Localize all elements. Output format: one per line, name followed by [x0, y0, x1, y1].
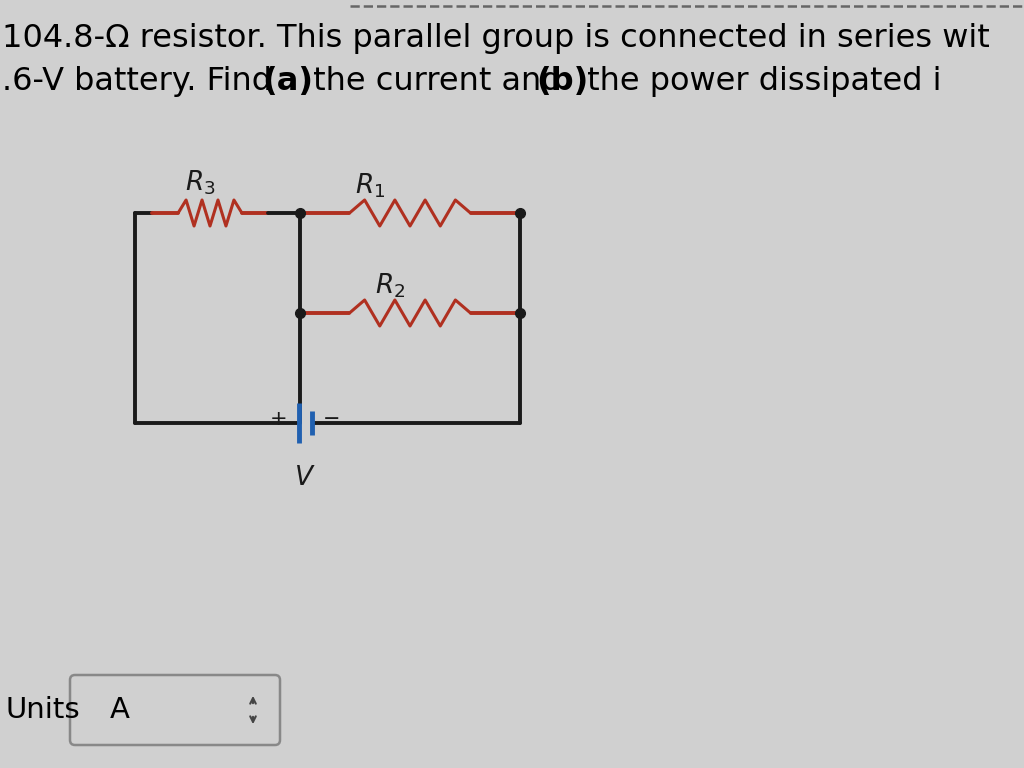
Text: +: +: [269, 409, 288, 429]
Text: $R_3$: $R_3$: [185, 168, 216, 197]
Text: .6-V battery. Find: .6-V battery. Find: [2, 66, 283, 97]
Text: Units: Units: [5, 696, 80, 724]
Text: the current and: the current and: [303, 66, 572, 97]
Text: −: −: [323, 409, 340, 429]
Text: 104.8-Ω resistor. This parallel group is connected in series wit: 104.8-Ω resistor. This parallel group is…: [2, 23, 990, 54]
FancyBboxPatch shape: [70, 675, 280, 745]
Text: A: A: [110, 696, 130, 724]
Text: the power dissipated i: the power dissipated i: [578, 66, 942, 97]
Text: $R_1$: $R_1$: [355, 171, 385, 200]
Text: (b): (b): [537, 66, 589, 97]
Text: $V$: $V$: [294, 465, 315, 491]
Text: $R_2$: $R_2$: [375, 272, 406, 300]
Text: (a): (a): [262, 66, 313, 97]
